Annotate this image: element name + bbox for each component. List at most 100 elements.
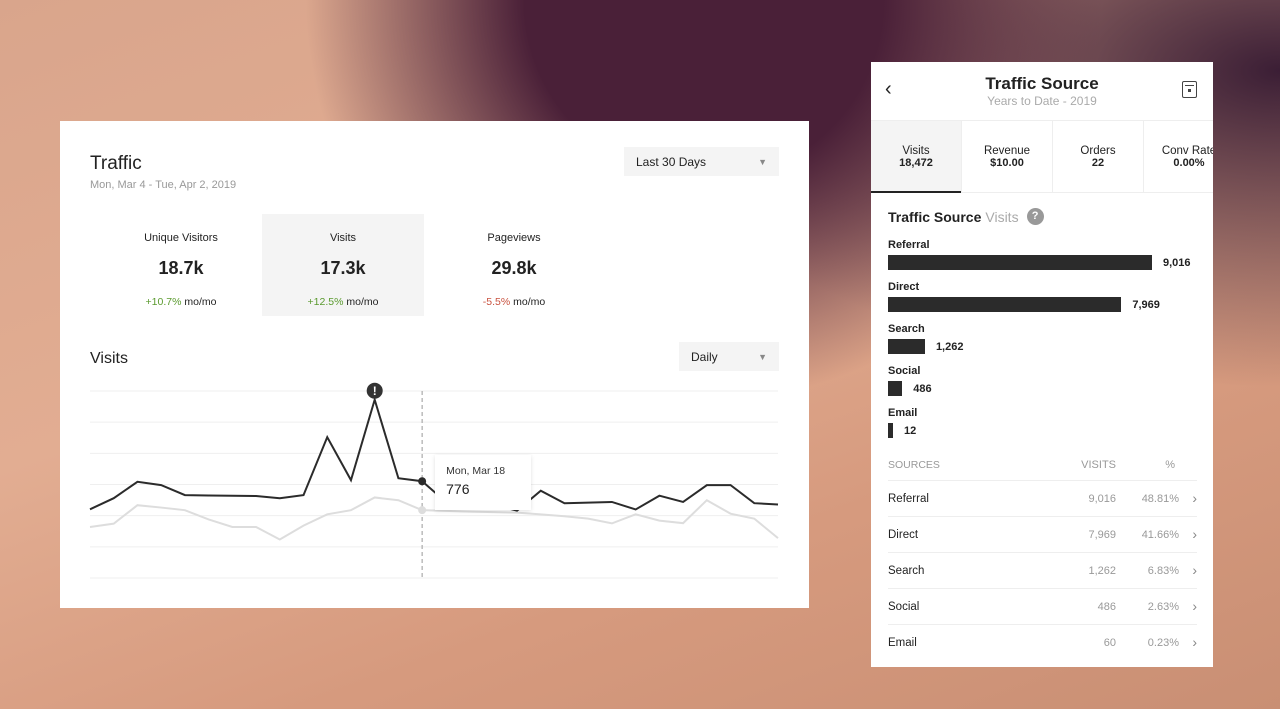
- traffic-source-panel: Traffic Source Years to Date - 2019 ‹ Vi…: [871, 62, 1213, 667]
- tab-revenue[interactable]: Revenue $10.00: [962, 121, 1053, 192]
- header-pct: %: [1165, 459, 1175, 471]
- tab-visits[interactable]: Visits 18,472: [871, 121, 962, 193]
- bar-row-referral: Referral 9,016: [888, 239, 1208, 270]
- chevron-right-icon[interactable]: ›: [1192, 562, 1197, 578]
- row-pct: 0.23%: [1147, 637, 1179, 649]
- tooltip-date: Mon, Mar 18: [446, 465, 506, 477]
- row-pct: 48.81%: [1141, 493, 1179, 505]
- stat-change-suffix: mo/mo: [513, 296, 546, 308]
- stat-change-pct: +12.5%: [307, 296, 344, 308]
- row-source: Social: [888, 601, 920, 613]
- bar-direct: [888, 297, 1122, 312]
- bar-label: Referral: [888, 239, 930, 251]
- interval-select-value: Daily: [691, 349, 718, 364]
- data-point: [418, 506, 427, 515]
- tab-value: 18,472: [899, 157, 933, 169]
- stat-visits[interactable]: Visits 17.3k +12.5% mo/mo: [262, 214, 424, 316]
- stat-pageviews[interactable]: Pageviews 29.8k -5.5% mo/mo: [433, 214, 595, 316]
- stat-value: 17.3k: [320, 258, 366, 278]
- section-title: Traffic Source: [888, 208, 982, 225]
- data-point: [418, 477, 427, 486]
- chevron-right-icon[interactable]: ›: [1192, 598, 1197, 614]
- row-source: Direct: [888, 529, 919, 541]
- period-select[interactable]: Last 30 Days ▼: [624, 147, 779, 176]
- period-select-value: Last 30 Days: [636, 154, 707, 169]
- chart-tooltip: Mon, Mar 18 776: [435, 455, 532, 510]
- bar-row-direct: Direct 7,969: [888, 281, 1208, 312]
- tab-value: 22: [1091, 157, 1105, 169]
- bar-label: Search: [888, 323, 925, 335]
- chart-title: Visits: [90, 350, 128, 367]
- panel-subtitle: Years to Date - 2019: [987, 94, 1097, 108]
- table-row[interactable]: Search 1,262 6.83% ›: [888, 552, 1197, 588]
- traffic-card: Traffic Mon, Mar 4 - Tue, Apr 2, 2019 La…: [60, 121, 809, 608]
- calendar-icon[interactable]: [1182, 81, 1197, 98]
- bar-value: 9,016: [1163, 256, 1191, 269]
- bar-label: Email: [888, 407, 918, 419]
- bar-referral: [888, 255, 1152, 270]
- date-range: Mon, Mar 4 - Tue, Apr 2, 2019: [90, 179, 237, 191]
- stat-label: Unique Visitors: [144, 232, 218, 244]
- table-row[interactable]: Direct 7,969 41.66% ›: [888, 516, 1197, 552]
- table-row[interactable]: Email 60 0.23% ›: [888, 624, 1197, 660]
- stat-change-suffix: mo/mo: [184, 296, 217, 308]
- row-pct: 2.63%: [1147, 601, 1179, 613]
- metric-tabs: Visits 18,472 Revenue $10.00 Orders 22 Conv…: [871, 120, 1213, 193]
- table-row[interactable]: Social 486 2.63% ›: [888, 588, 1197, 624]
- row-source: Email: [888, 637, 917, 649]
- bar-value: 486: [913, 382, 932, 395]
- row-visits: 9,016: [1088, 493, 1116, 505]
- alert-icon-glyph: !: [373, 384, 377, 398]
- tooltip-value: 776: [446, 481, 470, 497]
- stat-change-pct: +10.7%: [145, 296, 182, 308]
- table-header: SOURCES VISITS %: [888, 459, 1197, 479]
- stat-change: +12.5% mo/mo: [262, 296, 424, 308]
- bar-value: 1,262: [935, 340, 964, 353]
- chevron-down-icon: ▼: [758, 351, 767, 362]
- chevron-down-icon: ▼: [758, 156, 767, 167]
- stat-change: +10.7% mo/mo: [100, 296, 262, 308]
- interval-select[interactable]: Daily ▼: [679, 342, 779, 371]
- tab-label: Conv Rate: [1161, 145, 1213, 157]
- stat-change-suffix: mo/mo: [346, 296, 379, 308]
- series-line-0: [89, 396, 779, 512]
- stat-value: 29.8k: [491, 258, 537, 278]
- panel-header: Traffic Source Years to Date - 2019: [871, 62, 1213, 120]
- alert-icon: [366, 382, 383, 399]
- row-source: Referral: [888, 493, 929, 505]
- help-icon[interactable]: ?: [1026, 208, 1044, 225]
- series-line-1: [89, 496, 779, 541]
- bar-search: [888, 339, 925, 354]
- tab-orders[interactable]: Orders 22: [1053, 121, 1144, 192]
- bar-row-search: Search 1,262: [888, 323, 1208, 354]
- bar-row-social: Social 486: [888, 365, 1208, 396]
- row-visits: 486: [1097, 601, 1116, 613]
- stat-label: Pageviews: [487, 232, 541, 244]
- bar-label: Social: [888, 365, 921, 377]
- header-visits: VISITS: [1081, 459, 1116, 471]
- stat-unique-visitors[interactable]: Unique Visitors 18.7k +10.7% mo/mo: [100, 214, 262, 316]
- tab-label: Orders: [1080, 145, 1116, 157]
- tab-label: Revenue: [983, 145, 1031, 157]
- row-pct: 41.66%: [1141, 529, 1179, 541]
- back-chevron-icon[interactable]: ‹: [885, 78, 892, 100]
- bar-row-email: Email 12: [888, 407, 1208, 438]
- chevron-right-icon[interactable]: ›: [1192, 526, 1197, 542]
- stat-value: 18.7k: [158, 258, 204, 278]
- section-metric: Visits: [985, 208, 1019, 225]
- bar-email: [888, 423, 893, 438]
- tab-value: 0.00%: [1173, 157, 1205, 169]
- row-visits: 60: [1103, 637, 1116, 649]
- stat-label: Visits: [329, 232, 357, 244]
- stat-change: -5.5% mo/mo: [433, 296, 595, 308]
- chevron-right-icon[interactable]: ›: [1192, 634, 1197, 650]
- header-sources: SOURCES: [888, 459, 940, 471]
- table-row[interactable]: Referral 9,016 48.81% ›: [888, 480, 1197, 516]
- bar-value: 12: [904, 424, 917, 437]
- panel-title: Traffic Source: [985, 74, 1099, 93]
- page-title: Traffic: [90, 153, 142, 174]
- bar-value: 7,969: [1132, 298, 1160, 311]
- chevron-right-icon[interactable]: ›: [1192, 490, 1197, 506]
- section-heading: Traffic Source Visits ?: [888, 208, 1044, 225]
- tab-conv-rate[interactable]: Conv Rate 0.00%: [1144, 121, 1213, 192]
